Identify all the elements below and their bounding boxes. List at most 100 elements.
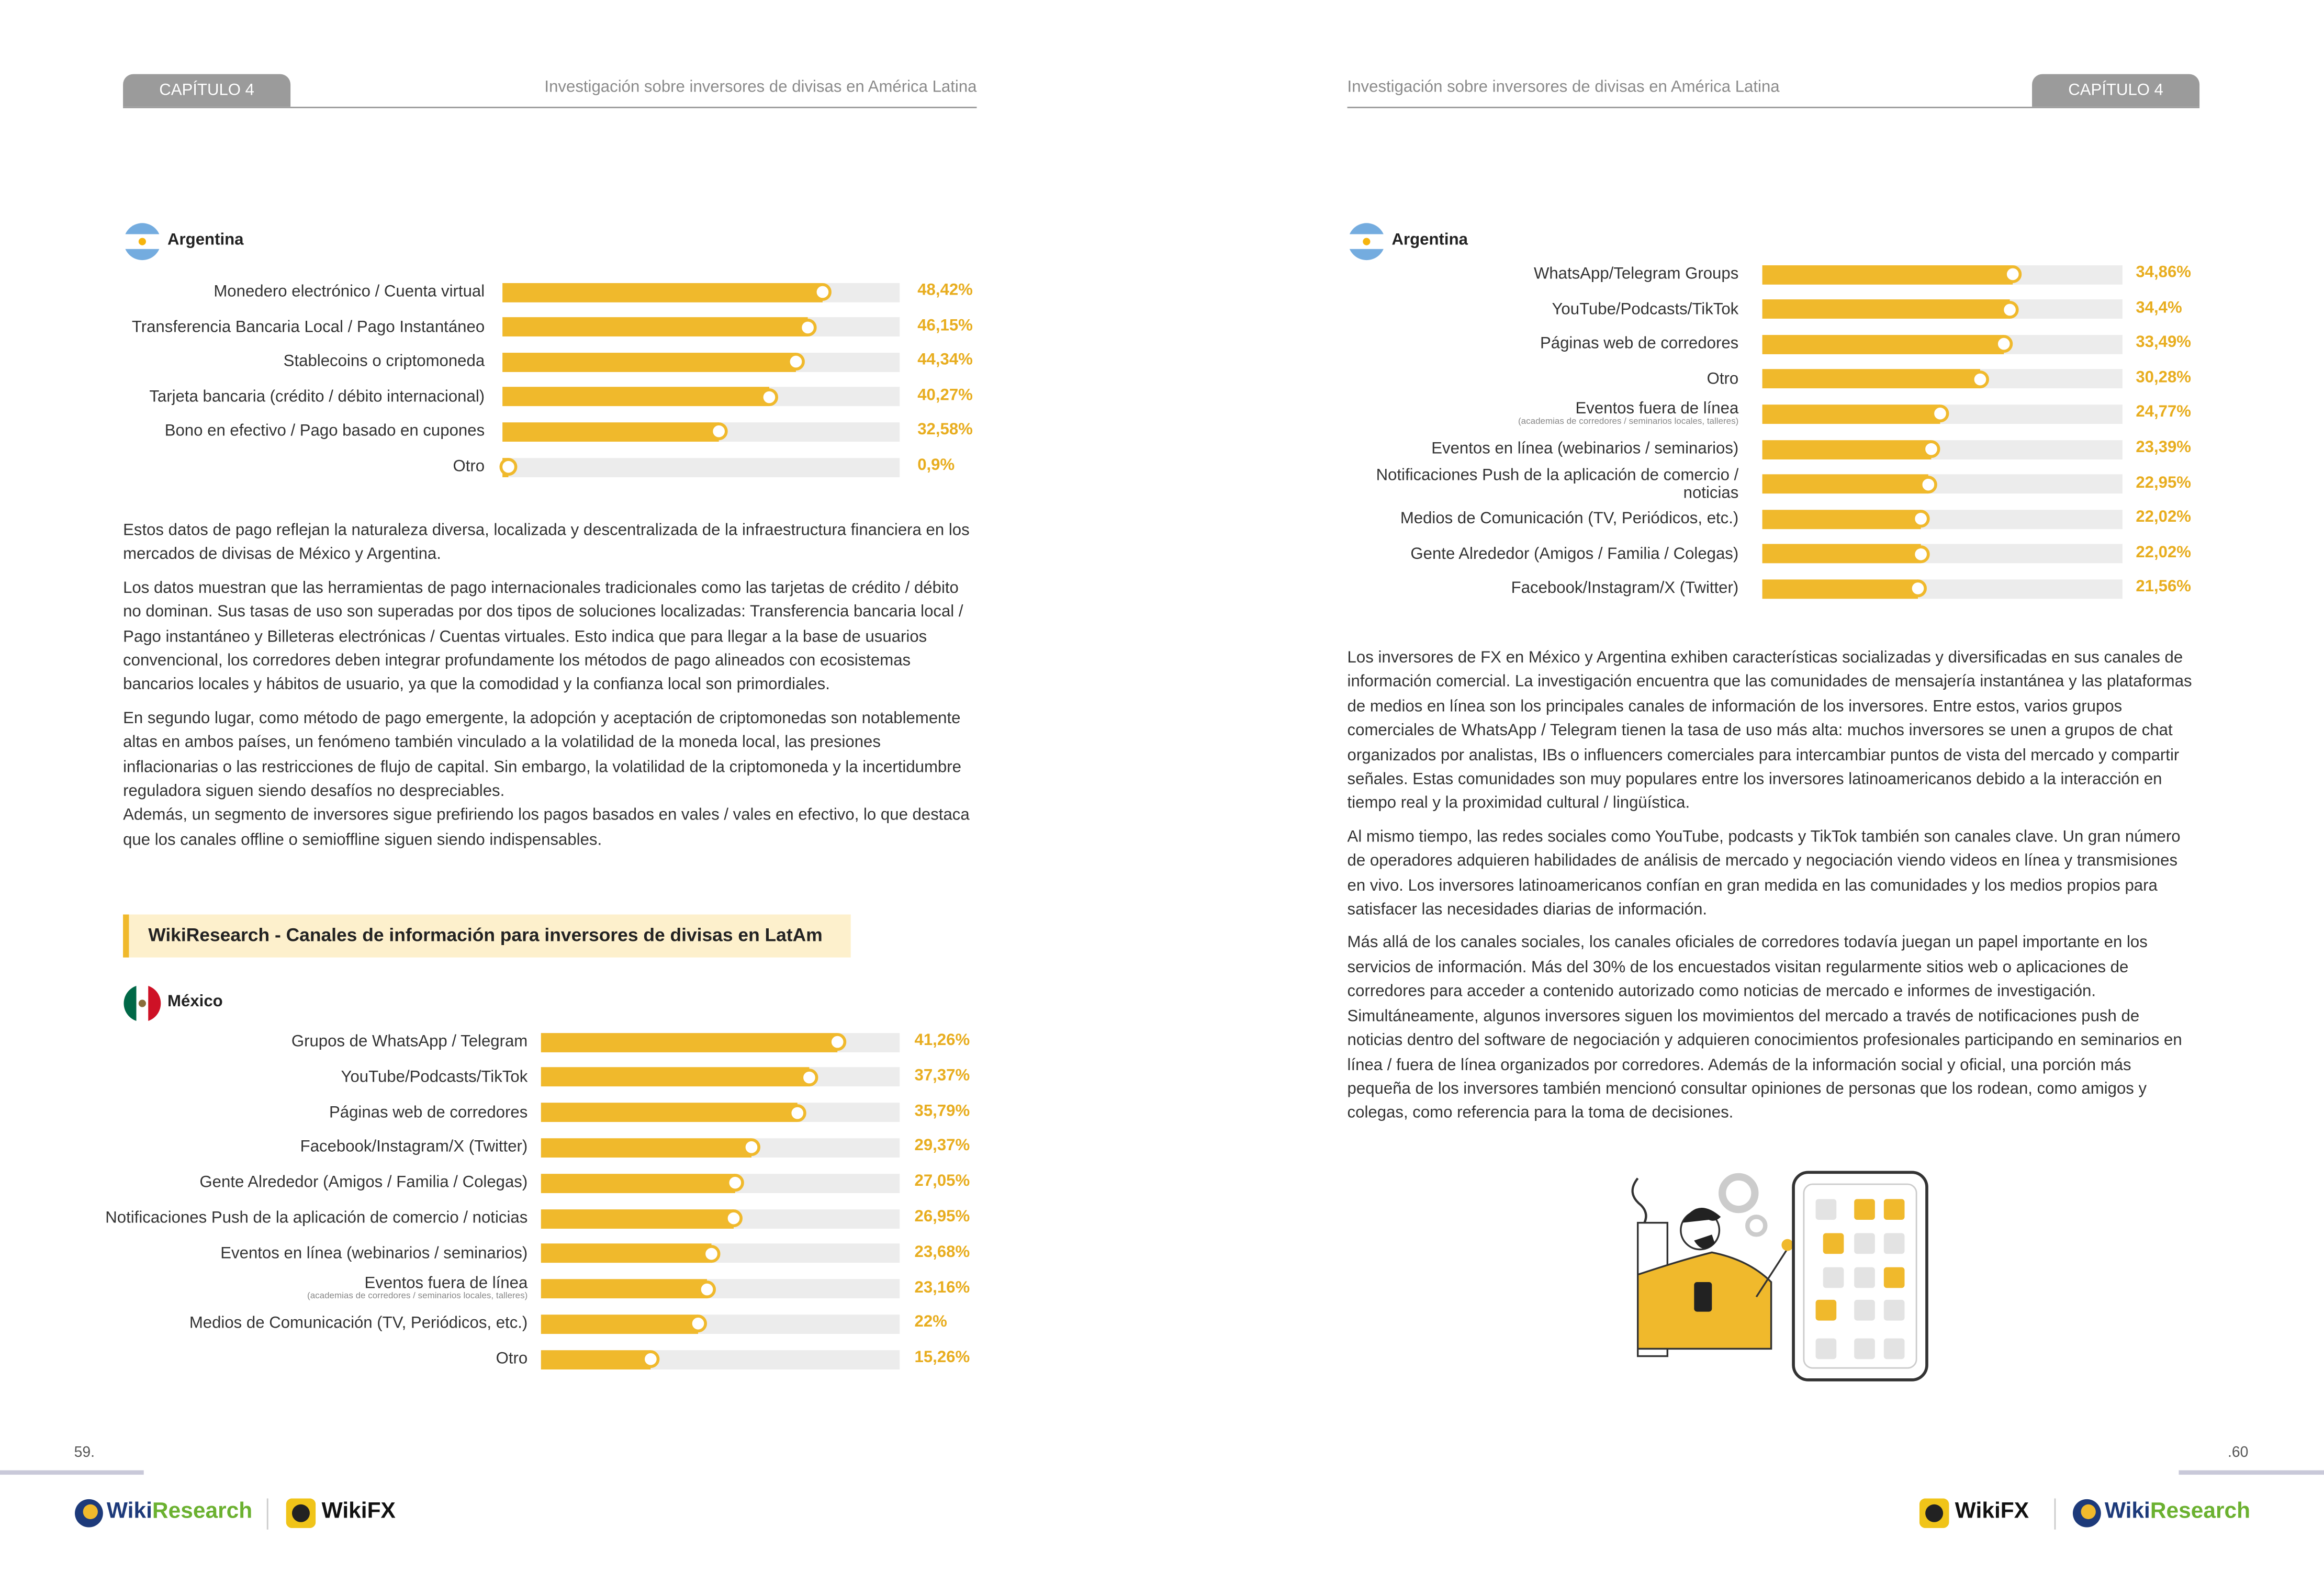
category-text: Gente Alrededor (Amigos / Familia / Cole…: [1410, 545, 1739, 563]
bar-knob: [787, 353, 805, 371]
category-text: Tarjeta bancaria (crédito / débito inter…: [149, 388, 485, 406]
category-note: (academias de corredores / seminarios lo…: [307, 1293, 528, 1302]
bar: [502, 282, 823, 302]
bar-knob: [1922, 440, 1940, 458]
bar: [1762, 369, 1981, 389]
bar-knob: [641, 1350, 659, 1368]
country-label: Argentina: [1391, 231, 1468, 249]
value-label: 44,34%: [917, 351, 973, 369]
bar-knob: [702, 1244, 720, 1263]
category-label: Facebook/Instagram/X (Twitter): [1334, 571, 1739, 607]
left-text: Estos datos de pago reflejan la naturale…: [123, 519, 980, 861]
category-label: Gente Alrededor (Amigos / Familia / Cole…: [1334, 536, 1738, 572]
header-rule: [123, 106, 977, 108]
wikiresearch-icon: [2072, 1499, 2101, 1527]
bar-knob: [1912, 510, 1930, 528]
flag-argentina: [1348, 223, 1385, 261]
value-label: 22,95%: [2136, 474, 2192, 492]
value-label: 26,95%: [914, 1208, 970, 1226]
bar-knob: [814, 283, 832, 301]
category-note: (academias de corredores / seminarios lo…: [1518, 418, 1739, 427]
bar: [1762, 474, 1928, 494]
wikifx-icon: [1919, 1498, 1949, 1529]
value-label: 15,26%: [914, 1349, 970, 1367]
chapter-tab: CAPÍTULO 4: [123, 74, 291, 107]
bar-knob: [499, 458, 518, 476]
category-text: YouTube/Podcasts/TikTok: [341, 1068, 528, 1086]
bar: [541, 1279, 708, 1299]
right-text: Los inversores de FX en México y Argenti…: [1348, 646, 2195, 1135]
section-title: WikiResearch - Canales de información pa…: [123, 914, 851, 958]
category-text: Grupos de WhatsApp / Telegram: [291, 1033, 528, 1051]
bar: [1762, 439, 1931, 459]
value-label: 27,05%: [914, 1172, 970, 1190]
category-label: Eventos fuera de línea (academias de corr…: [89, 1271, 527, 1307]
category-text: Eventos en línea (webinarios / seminario…: [1431, 440, 1739, 458]
category-text: Stablecoins o criptomoneda: [283, 353, 485, 371]
category-text: Otro: [453, 458, 485, 476]
value-label: 40,27%: [917, 386, 973, 405]
paragraph: Los inversores de FX en México y Argenti…: [1347, 649, 2192, 813]
wikifx-icon: [286, 1498, 316, 1529]
bar-knob: [698, 1279, 716, 1298]
category-label: Stablecoins o criptomoneda: [89, 344, 485, 380]
category-text: Notificaciones Push de la aplicación de …: [105, 1209, 528, 1228]
category-label: Monedero electrónico / Cuenta virtual: [89, 274, 485, 310]
header-title: Investigación sobre inversores de divisa…: [544, 78, 977, 97]
value-label: 32,58%: [917, 421, 973, 440]
category-text: Medios de Comunicación (TV, Periódicos, …: [1400, 510, 1739, 528]
bar-knob: [760, 388, 778, 406]
bar: [502, 352, 796, 372]
value-label: 24,77%: [2136, 403, 2192, 422]
wikiresearch-logo: WikiResearch: [107, 1498, 252, 1523]
category-text: Páginas web de corredores: [329, 1103, 528, 1121]
category-text: YouTube/Podcasts/TikTok: [1552, 300, 1739, 318]
paragraph: Los datos muestran que las herramientas …: [123, 579, 963, 694]
value-label: 41,26%: [914, 1031, 970, 1050]
bar-knob: [789, 1103, 807, 1121]
category-text: WhatsApp/Telegram Groups: [1533, 265, 1739, 283]
value-label: 33,49%: [2136, 333, 2192, 352]
value-label: 22%: [914, 1313, 947, 1332]
bar-knob: [1971, 370, 1990, 388]
bar-knob: [1932, 405, 1950, 423]
category-label: Tarjeta bancaria (crédito / débito inter…: [89, 379, 485, 414]
category-label: Medios de Comunicación (TV, Periódicos, …: [1334, 501, 1738, 537]
bar: [541, 1244, 711, 1263]
value-label: 23,39%: [2136, 439, 2192, 457]
bar: [541, 1032, 837, 1052]
category-text: Bono en efectivo / Pago basado en cupone…: [164, 423, 485, 441]
bar-knob: [725, 1209, 744, 1228]
flag-argentina: [124, 223, 161, 261]
bar: [541, 1173, 735, 1193]
value-label: 48,42%: [917, 282, 973, 300]
bar-knob: [726, 1174, 744, 1192]
bar: [541, 1208, 735, 1228]
bar: [1762, 544, 1921, 564]
bar: [1762, 509, 1921, 529]
logo-text: Wiki: [2104, 1498, 2150, 1524]
bar: [1762, 579, 1918, 599]
bar: [1762, 404, 1941, 424]
illustration: [1631, 1171, 1928, 1381]
bar-knob: [2004, 265, 2023, 283]
page-number: 59.: [74, 1445, 95, 1462]
bar: [502, 387, 769, 407]
category-text: Facebook/Instagram/X (Twitter): [300, 1139, 528, 1157]
category-label: Páginas web de corredores: [1334, 327, 1738, 362]
bar-knob: [1918, 475, 1937, 493]
bar: [541, 1068, 810, 1087]
value-label: 0,9%: [917, 456, 955, 475]
paragraph: Además, un segmento de inversores sigue …: [123, 807, 970, 849]
bar-knob: [1908, 580, 1927, 598]
value-label: 37,37%: [914, 1066, 970, 1085]
logo-text: Wiki: [106, 1498, 152, 1524]
category-label: Notificaciones Push de la aplicación de …: [89, 1200, 527, 1236]
category-label: Otro: [89, 449, 485, 485]
footer-rule: [0, 1470, 144, 1475]
flag-mexico: [124, 985, 161, 1022]
bar: [502, 422, 718, 442]
value-label: 22,02%: [2136, 543, 2192, 561]
